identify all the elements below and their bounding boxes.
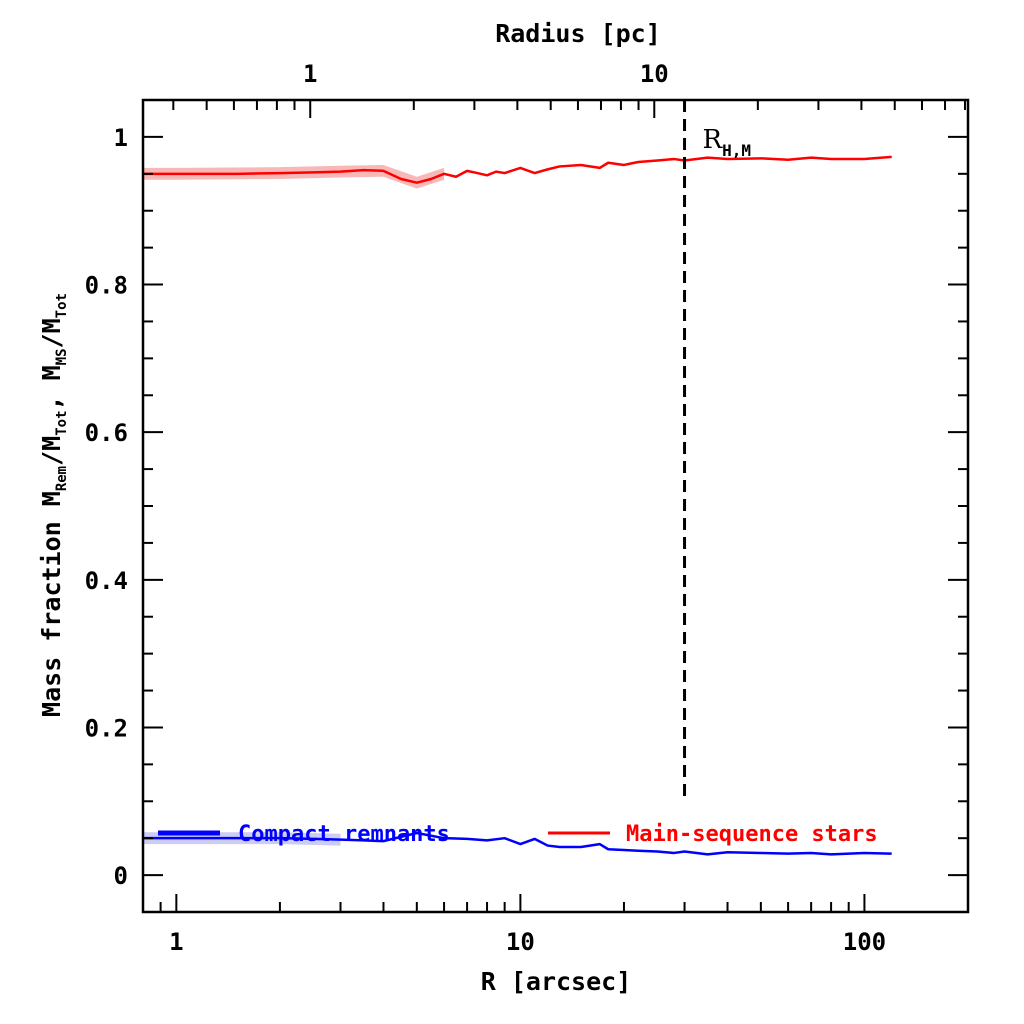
confidence-bands <box>143 164 445 846</box>
legend: Compact remnants Main-sequence stars <box>158 822 878 847</box>
axis-ticks <box>142 100 969 912</box>
y-tick-label: 1 <box>114 124 128 152</box>
y-axis-title-mid3: /M <box>37 318 66 348</box>
plot-frame <box>141 98 970 914</box>
x-tick-label: 10 <box>506 928 535 956</box>
half-mass-radius-label-main: R <box>703 125 724 155</box>
top-tick-label: 1 <box>303 60 317 88</box>
half-mass-radius-label-sub: H,M <box>722 141 751 160</box>
y-axis-title-sub3: MS <box>54 348 70 365</box>
y-axis-title-prefix: Mass fraction M <box>37 491 66 717</box>
x-tick-label: 100 <box>843 928 886 956</box>
x-tick-label: 1 <box>169 928 183 956</box>
y-tick-label: 0.4 <box>85 567 128 595</box>
y-axis-title-mid2: , M <box>37 365 66 410</box>
y-tick-label: 0.2 <box>85 714 128 742</box>
half-mass-radius-label: RH,M <box>703 125 751 160</box>
y-axis-title: Mass fraction MRem/MTot, MMS/MTot <box>37 293 70 717</box>
top-axis-title: Radius [pc] <box>495 19 661 48</box>
y-axis-title-mid1: /M <box>37 436 66 466</box>
y-tick-label: 0.6 <box>85 419 128 447</box>
legend-label-main-sequence-stars: Main-sequence stars <box>626 822 878 847</box>
y-tick-label: 0.8 <box>85 272 128 300</box>
y-axis-title-sub2: Tot <box>54 410 70 435</box>
y-tick-label: 0 <box>114 862 128 890</box>
y-axis-title-sub1: Rem <box>54 466 70 491</box>
x-axis-title: R [arcsec] <box>481 967 632 996</box>
series-lines <box>142 155 892 856</box>
legend-label-compact-remnants: Compact remnants <box>238 822 450 847</box>
y-axis-title-sub4: Tot <box>54 293 70 318</box>
top-tick-label: 10 <box>640 60 669 88</box>
series-line-main-sequence-stars <box>143 155 892 184</box>
